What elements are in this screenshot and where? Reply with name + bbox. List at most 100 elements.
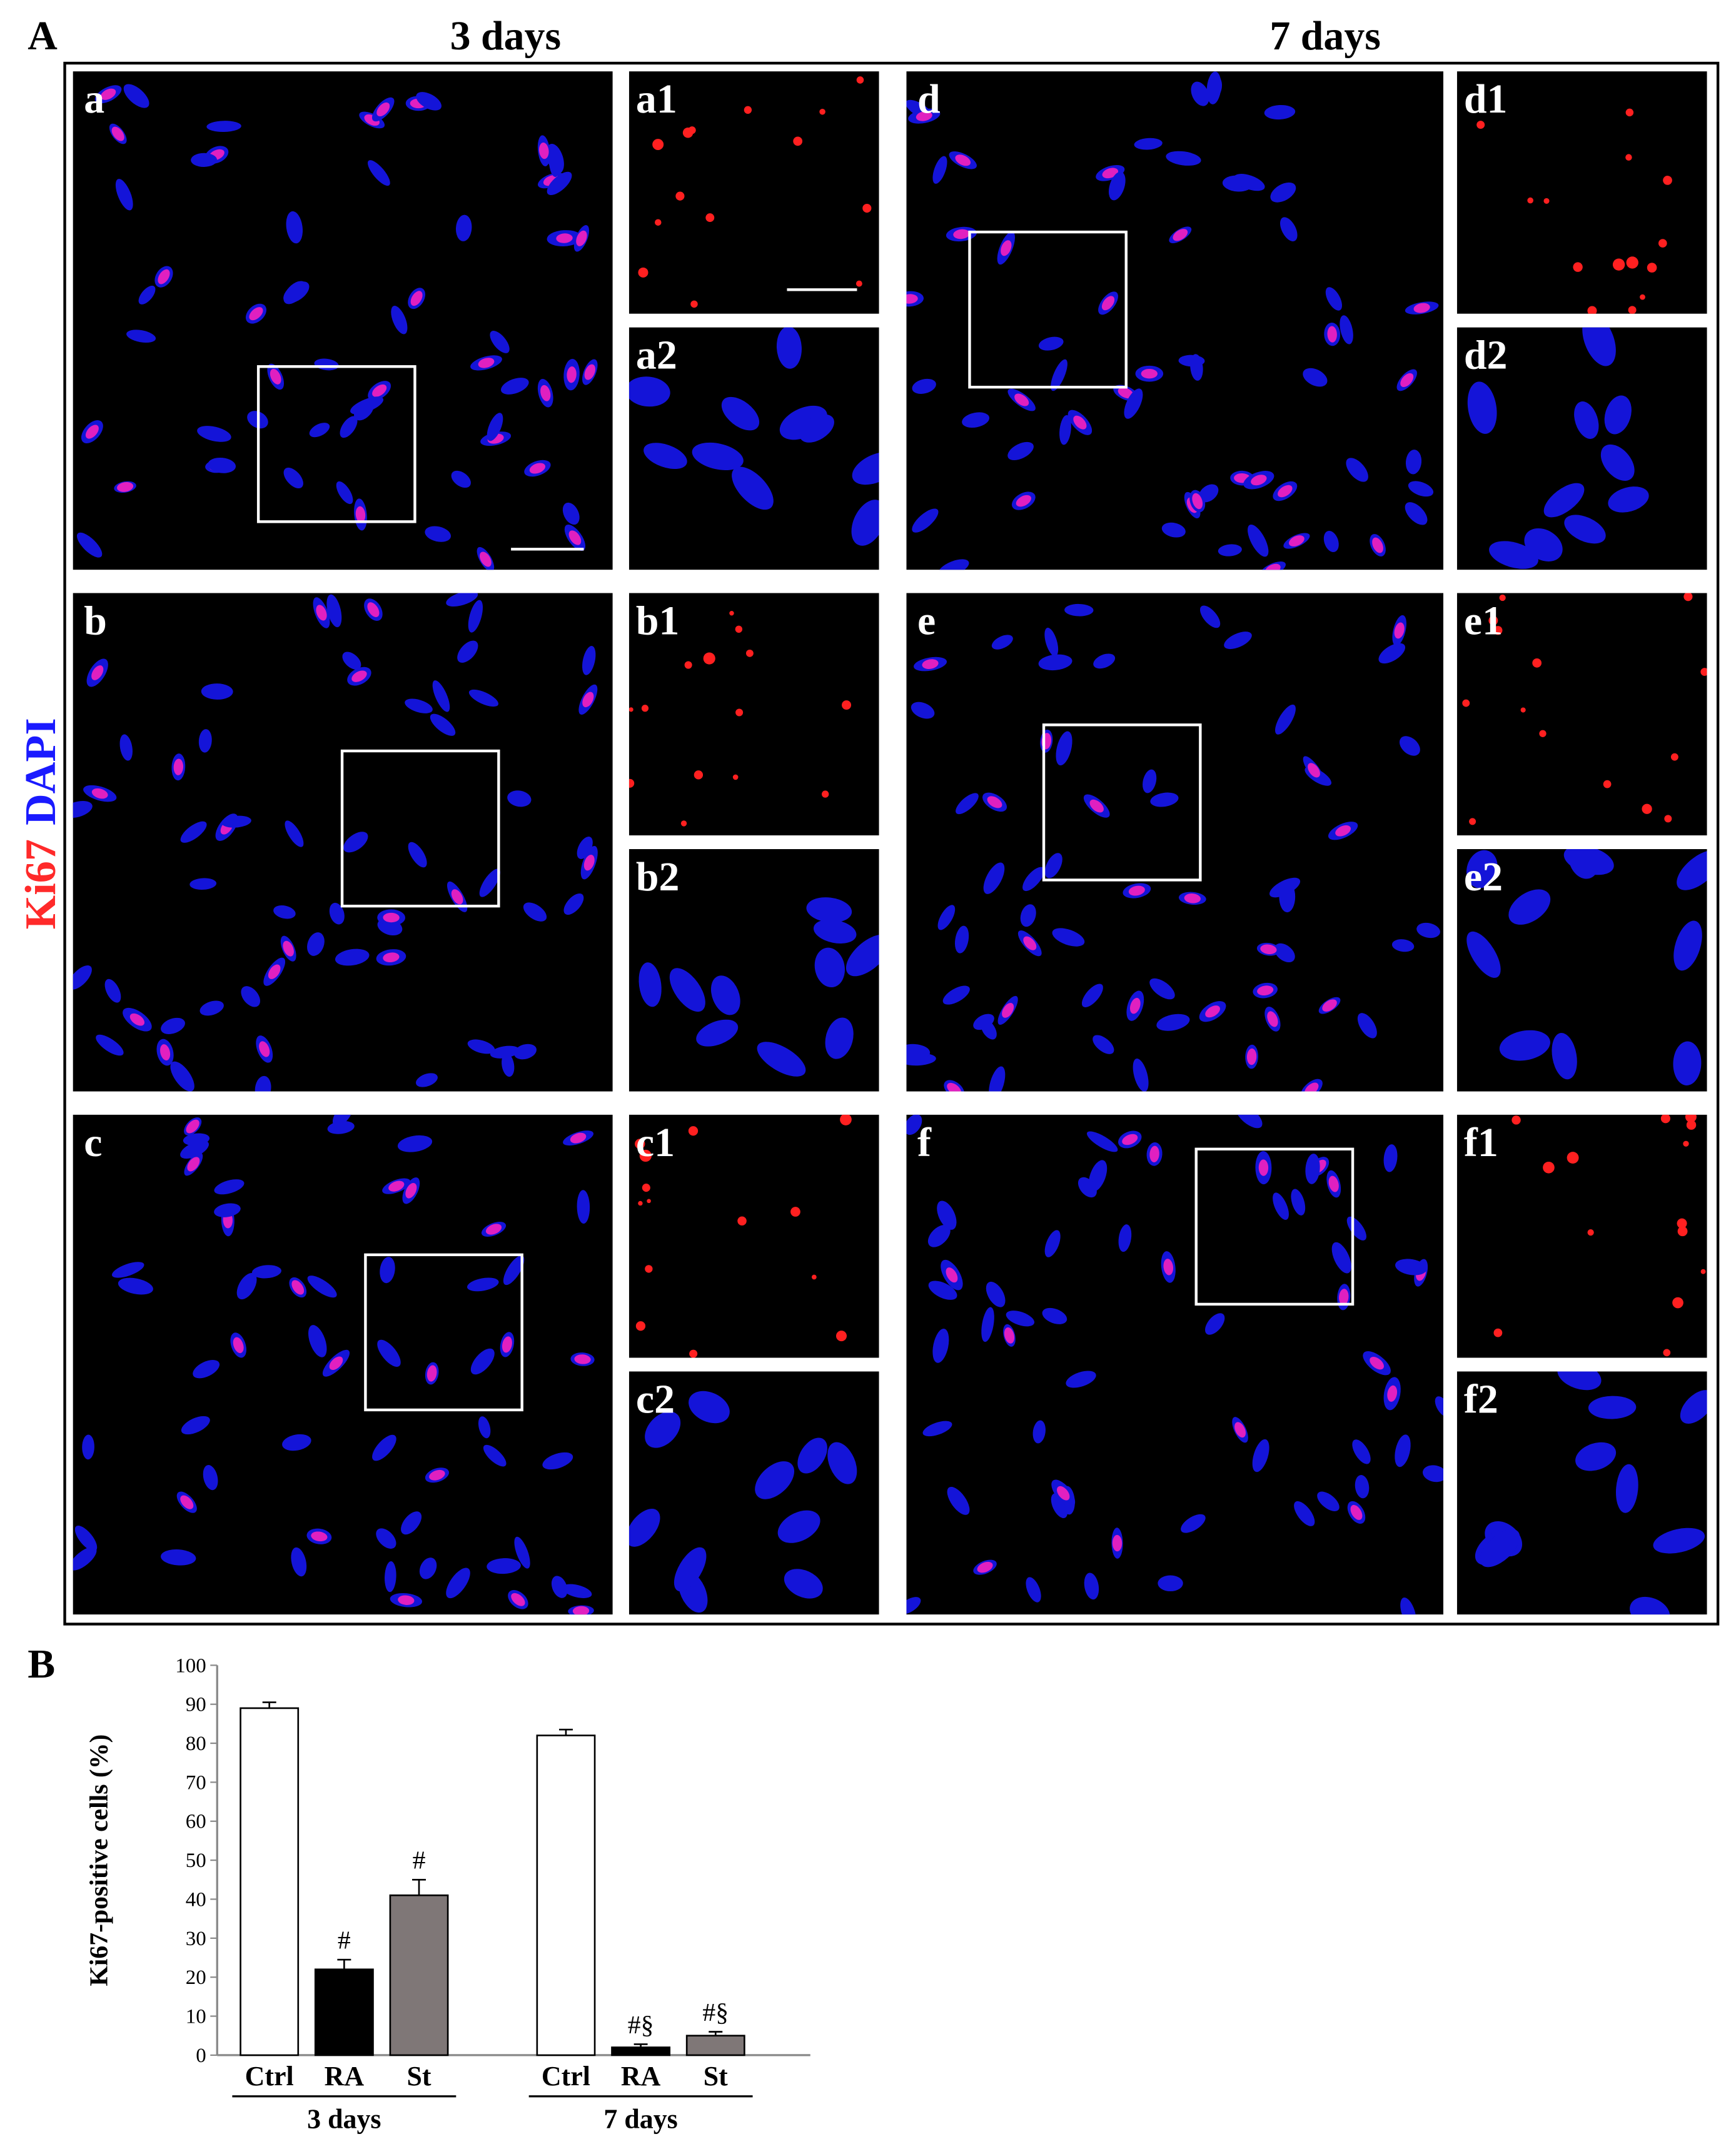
cells — [906, 71, 1439, 570]
nucleus — [1331, 1242, 1351, 1274]
nucleus — [1143, 769, 1157, 793]
ki67-spot — [635, 1321, 646, 1331]
nucleus — [1294, 1501, 1315, 1526]
nucleus — [468, 689, 498, 707]
nucleus — [241, 986, 261, 1007]
nucleus — [1233, 174, 1265, 191]
nucleus — [1020, 904, 1036, 927]
ki67-nucleus — [329, 1356, 343, 1371]
nucleus — [1056, 731, 1072, 766]
ki67-spot — [1462, 699, 1470, 707]
cells — [628, 1391, 857, 1613]
nucleus — [1166, 151, 1201, 166]
ki67-spot — [635, 1139, 645, 1149]
nucleus — [643, 443, 687, 470]
nucleus — [937, 1200, 957, 1230]
nucleus — [813, 919, 857, 944]
nucleus — [1317, 1491, 1340, 1511]
ki67-nucleus — [372, 384, 387, 397]
ki67-spot — [689, 1349, 698, 1358]
bar — [536, 1734, 596, 2056]
ki67-nucleus — [1387, 1385, 1398, 1402]
bar — [685, 2035, 745, 2056]
ki67-nucleus — [572, 1606, 590, 1615]
nucleus — [1032, 1420, 1046, 1444]
nucleus — [928, 1281, 957, 1300]
nucleus — [1279, 217, 1298, 241]
nucleus — [937, 905, 956, 930]
nucleus — [221, 815, 251, 828]
ki67-nucleus — [268, 964, 281, 979]
ki67-nucleus — [351, 670, 367, 682]
nucleus — [1423, 1465, 1443, 1482]
nucleus — [1124, 388, 1143, 419]
ki67-nucleus — [987, 796, 1002, 808]
nucleus — [1158, 1575, 1183, 1592]
ki67-spot — [1543, 1161, 1555, 1174]
ki67-nucleus — [1278, 485, 1293, 498]
nucleus — [385, 1561, 396, 1593]
ki67-spot — [675, 191, 685, 201]
nucleus — [478, 1416, 491, 1439]
nucleus — [1604, 395, 1632, 435]
nucleus — [954, 925, 969, 954]
ki67-nucleus — [1260, 944, 1277, 955]
ki67-nucleus — [1163, 1259, 1174, 1276]
nucleus — [1499, 1030, 1550, 1061]
inset-label: f2 — [1464, 1376, 1498, 1422]
ki67-nucleus — [1372, 537, 1383, 553]
column-header: 7 days — [1269, 13, 1381, 59]
ki67-nucleus — [429, 1469, 445, 1481]
nucleus — [1557, 1371, 1602, 1391]
nucleus — [307, 932, 325, 956]
nucleus — [906, 1114, 922, 1135]
ki67-nucleus — [160, 1044, 171, 1060]
ki67-nucleus — [367, 602, 380, 617]
ki67-nucleus — [946, 1267, 958, 1283]
nucleus — [342, 652, 361, 670]
nucleus — [1466, 931, 1501, 978]
nucleus — [1093, 1035, 1114, 1054]
ki67-nucleus — [568, 530, 582, 545]
nucleus — [628, 1509, 660, 1547]
figure-label: A — [28, 13, 58, 59]
nucleus — [1086, 1131, 1118, 1152]
nucleus — [986, 1281, 1006, 1307]
ki67-nucleus — [129, 1013, 145, 1026]
ki67-nucleus — [1002, 1003, 1014, 1018]
ki67-nucleus — [451, 889, 463, 905]
ki67-nucleus — [1322, 999, 1337, 1012]
ki67-nucleus — [922, 659, 939, 669]
nucleus — [1066, 1371, 1096, 1388]
ki67-nucleus — [1205, 1005, 1220, 1018]
ki67-spot — [1640, 294, 1645, 300]
nucleus — [806, 897, 852, 923]
nucleus — [251, 1265, 281, 1279]
error-bar — [262, 1701, 276, 1708]
ki67-spot — [684, 661, 692, 669]
nucleus — [906, 1597, 921, 1614]
ki67-nucleus — [529, 463, 546, 474]
ki67-spot — [1587, 306, 1597, 314]
micrograph — [1456, 1371, 1707, 1615]
cells — [73, 593, 598, 1092]
nucleus — [851, 500, 879, 546]
nucleus — [1150, 792, 1179, 807]
nucleus — [451, 470, 471, 488]
nucleus — [1552, 1033, 1577, 1080]
nucleus — [214, 1179, 245, 1195]
ki67-spot — [1511, 1115, 1521, 1125]
ki67-spot — [1539, 730, 1547, 737]
ki67-nucleus — [1118, 387, 1134, 399]
nucleus — [1191, 81, 1209, 106]
nucleus — [814, 947, 845, 988]
zoom-box — [1042, 723, 1202, 882]
nucleus — [286, 211, 303, 244]
ki67-nucleus — [158, 269, 170, 284]
ki67-nucleus — [1089, 799, 1104, 813]
nucleus — [377, 1339, 401, 1367]
nucleus — [827, 1442, 857, 1484]
nucleus — [523, 902, 547, 922]
nucleus — [336, 481, 353, 505]
nucleus — [1235, 1114, 1263, 1129]
